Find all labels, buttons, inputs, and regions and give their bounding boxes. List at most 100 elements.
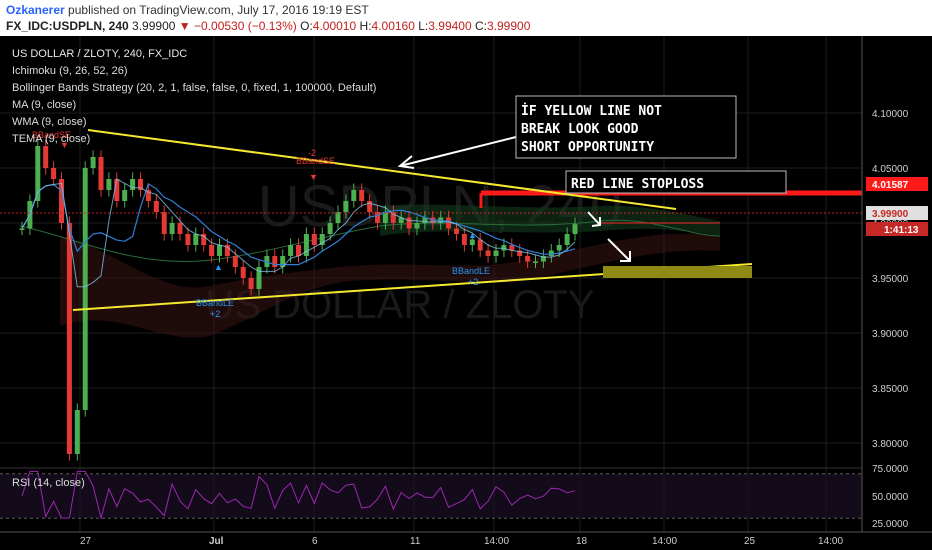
legend-bollinger[interactable]: Bollinger Bands Strategy (20, 2, 1, fals… [12,82,376,94]
candle-body [469,239,475,245]
rsi-tick-50: 50.0000 [872,492,909,503]
candle-body [248,278,254,289]
signal-bbandse-2: BBandSE [296,156,335,166]
signal-bbandle-1: BBandLE [196,298,234,308]
low-label: L: [418,19,429,33]
legend-tema[interactable]: TEMA (9, close) [12,133,90,145]
candle-body [319,234,325,245]
open-value: 4.00010 [312,19,357,33]
candle-body [367,201,373,212]
candle-body [19,228,25,230]
candle-body [138,179,143,190]
candle-body [533,261,538,263]
note-box-stoploss[interactable] [565,170,787,194]
stoploss-price-label: 4.01587 [872,180,909,191]
wma-line [21,178,576,288]
signal-bbandse-2-qty: -2 [308,148,316,158]
candle-body [240,267,246,278]
candle-body [556,245,562,251]
candle-body [169,223,175,234]
candle-body [106,179,112,190]
candle-body [564,234,570,245]
author-name[interactable]: Ozkanerer [6,3,65,17]
symbol-quote: FX_IDC:USDPLN, 240 3.99900 ▼ −0.00530 (−… [6,19,530,33]
candle-body [343,201,349,212]
rsi-line [21,470,576,520]
legend-wma[interactable]: WMA (9, close) [12,116,87,128]
note-line-2: BREAK LOOK GOOD [521,122,639,137]
candle-body [201,234,207,245]
candle-body [311,234,317,245]
legend-ichimoku[interactable]: Ichimoku (9, 26, 52, 26) [12,65,128,77]
rsi-tick-25: 25.0000 [872,519,909,530]
target-zone-box[interactable] [603,266,752,278]
chart-header: Ozkanerer published on TradingView.com, … [0,0,932,36]
candle-body [572,224,578,234]
candle-body [540,256,546,262]
candle-body [98,157,104,190]
signal-bbandle-2: BBandLE [452,266,490,276]
candle-body [153,201,159,212]
candle-body [185,234,191,245]
candle-body [477,239,483,251]
time-tick: 14:00 [818,536,843,547]
price-tick: 4.10000 [872,109,909,120]
arrow-head-icon [591,217,601,227]
moving-average-line [21,182,576,266]
signal-down-arrow-icon: ▼ [309,172,318,182]
time-axis[interactable]: 27 Jul 6 11 14:00 18 14:00 25 14:00 [80,536,843,547]
candle-body [548,250,554,256]
signal-up-arrow-icon: ▲ [468,230,477,240]
down-arrow-icon: ▼ [178,19,191,33]
rsi-label[interactable]: RSI (14, close) [12,477,85,489]
arrow-to-trendline [399,135,521,167]
publish-info: Ozkanerer published on TradingView.com, … [6,3,369,17]
candle-body [217,245,222,256]
price-tick: 3.95000 [872,274,909,285]
price-change: −0.00530 (−0.13%) [194,19,297,33]
close-value: 3.99900 [487,19,531,33]
candle-body [296,245,301,256]
candle-body [145,190,151,201]
candle-body [422,217,428,223]
legend-title: US DOLLAR / ZLOTY, 240, FX_IDC [12,48,187,60]
candle-body [82,168,88,410]
time-tick: Jul [209,536,224,547]
current-price-label: 3.99900 [872,209,909,220]
candle-body [375,212,380,223]
candle-body [501,245,507,251]
candle-body [335,212,341,223]
rsi-tick-75: 75.0000 [872,464,909,475]
high-value: 4.00160 [371,19,415,33]
current-price-tag [866,206,928,220]
price-tick: 3.80000 [872,439,909,450]
time-tick: 6 [312,536,318,547]
time-tick: 14:00 [652,536,677,547]
price-tick: 4.05000 [872,164,909,175]
candle-body [74,410,80,454]
note-box-short[interactable] [515,95,737,159]
countdown-tag [866,222,928,236]
candle-body [130,179,136,190]
last-price: 3.99900 [132,19,176,33]
candle-body [406,217,412,229]
signal-up-arrow-icon: ▲ [214,262,223,272]
rsi-axis: 75.0000 50.0000 25.0000 [872,464,909,530]
price-chart[interactable]: USDPLN, 240 US DOLLAR / ZLOTY İF YELLOW … [0,36,932,550]
legend-ma[interactable]: MA (9, close) [12,99,76,111]
arrow-head-icon [620,251,631,262]
candle-body [35,146,41,201]
time-tick: 25 [744,536,756,547]
arrow-down-1 [587,211,601,226]
high-label: H: [359,19,372,33]
note-line-1: İF YELLOW LINE NOT [521,103,662,119]
candle-body [232,256,238,267]
candle-body [327,223,333,234]
note-line-3: SHORT OPPORTUNITY [521,140,654,155]
candle-body [493,250,499,256]
candle-body [122,190,128,201]
candle-body [256,267,262,289]
upper-trendline[interactable] [87,129,677,210]
candle-body [303,234,309,256]
candle-body [114,179,120,201]
